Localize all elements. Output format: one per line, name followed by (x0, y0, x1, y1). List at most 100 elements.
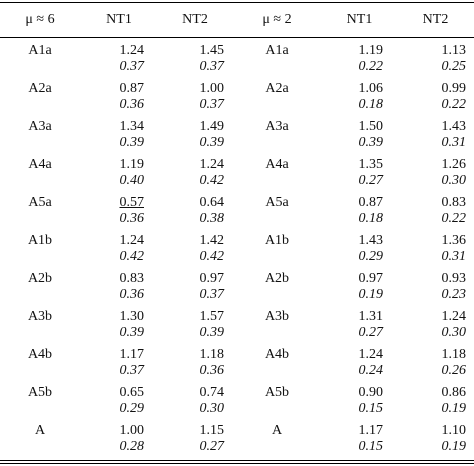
header-nt2-left: NT2 (182, 11, 208, 27)
sd-nt1-right: 0.15 (358, 439, 384, 454)
cell-text: A5a (28, 195, 52, 210)
row-label-left: A5a (0, 191, 80, 211)
cell-text: 1.24 (119, 43, 145, 58)
sd-nt1-right: 0.24 (358, 363, 384, 378)
value-nt1-left: 0.65 (80, 381, 158, 401)
cell-text: 1.45 (199, 43, 225, 58)
sd-nt2-right: 0.31 (441, 135, 467, 150)
table-subrow: 0.39 0.39 0.27 0.30 (0, 325, 474, 343)
cell-text: 1.50 (358, 119, 384, 134)
cell-text: A3b (264, 309, 290, 324)
table-row: A 1.00 1.15 A 1.17 1.10 (0, 419, 474, 439)
empty-cell (232, 249, 322, 267)
value-nt2-right: 1.36 (397, 229, 474, 249)
cell-text: 0.87 (358, 195, 384, 210)
sd-nt1-left: 0.37 (119, 59, 145, 74)
cell-text: 1.24 (119, 233, 145, 248)
value-nt1-right: 0.87 (322, 191, 397, 211)
cell-text: A (271, 423, 283, 438)
cell-text: A (34, 423, 46, 438)
value-nt1-right: 1.43 (322, 229, 397, 249)
table-subrow: 0.36 0.37 0.18 0.22 (0, 97, 474, 115)
cell-text: 0.64 (199, 195, 225, 210)
empty-cell (232, 173, 322, 191)
value-nt2-right: 0.99 (397, 77, 474, 97)
empty-cell (0, 287, 80, 305)
cell-text: 1.24 (199, 157, 225, 172)
row-label-right: A2b (232, 267, 322, 287)
value-nt1-right: 1.24 (322, 343, 397, 363)
header-rule (0, 37, 474, 38)
cell-text: 1.15 (199, 423, 225, 438)
value-nt2-left: 1.49 (158, 115, 232, 135)
sd-nt1-right: 0.19 (358, 287, 384, 302)
value-nt1-right: 1.19 (322, 39, 397, 59)
empty-cell (0, 249, 80, 267)
row-label-right: A4b (232, 343, 322, 363)
cell-text: 1.34 (119, 119, 145, 134)
sd-nt2-right: 0.23 (441, 287, 467, 302)
row-label-left: A1a (0, 39, 80, 59)
sd-nt2-left: 0.37 (199, 97, 225, 112)
value-nt2-left: 0.64 (158, 191, 232, 211)
cell-text: 1.26 (441, 157, 467, 172)
row-label-left: A5b (0, 381, 80, 401)
sd-nt2-left: 0.42 (199, 249, 225, 264)
value-nt1-right: 1.31 (322, 305, 397, 325)
value-nt1-right: 1.50 (322, 115, 397, 135)
value-nt1-left: 1.00 (80, 419, 158, 439)
sd-nt2-left: 0.36 (199, 363, 225, 378)
sd-nt2-right: 0.30 (441, 325, 467, 340)
empty-cell (232, 97, 322, 115)
value-nt1-left: 0.83 (80, 267, 158, 287)
value-nt2-left: 1.57 (158, 305, 232, 325)
cell-text: 0.65 (119, 385, 145, 400)
cell-text: 1.24 (441, 309, 467, 324)
cell-text: A1b (27, 233, 53, 248)
cell-text: A3b (27, 309, 53, 324)
sd-nt1-left: 0.36 (119, 211, 145, 226)
sd-nt1-right: 0.18 (358, 211, 384, 226)
table-subrow: 0.36 0.37 0.19 0.23 (0, 287, 474, 305)
cell-text: 1.00 (199, 81, 225, 96)
header-nt2-right: NT2 (422, 11, 449, 27)
empty-cell (232, 59, 322, 77)
cell-text: 0.97 (358, 271, 384, 286)
empty-cell (0, 59, 80, 77)
cell-text: 0.93 (441, 271, 467, 286)
table-row: A1b 1.24 1.42 A1b 1.43 1.36 (0, 229, 474, 249)
cell-text: 1.36 (441, 233, 467, 248)
value-nt1-left: 1.30 (80, 305, 158, 325)
value-nt1-left: 0.87 (80, 77, 158, 97)
sd-nt2-right: 0.25 (441, 59, 467, 74)
value-nt2-left: 1.18 (158, 343, 232, 363)
sd-nt1-left: 0.40 (119, 173, 145, 188)
cell-text: A2a (265, 81, 289, 96)
value-nt2-right: 1.18 (397, 343, 474, 363)
value-nt1-left: 1.19 (80, 153, 158, 173)
cell-text: 1.42 (199, 233, 225, 248)
value-nt2-left: 1.24 (158, 153, 232, 173)
row-label-right: A2a (232, 77, 322, 97)
cell-text: 0.97 (199, 271, 225, 286)
header-mu6: μ ≈ 6 (25, 11, 55, 27)
value-nt2-left: 1.15 (158, 419, 232, 439)
value-nt2-right: 1.26 (397, 153, 474, 173)
table-subrow: 0.29 0.30 0.15 0.19 (0, 401, 474, 419)
sd-nt1-right: 0.22 (358, 59, 384, 74)
empty-cell (0, 135, 80, 153)
sd-nt1-right: 0.29 (358, 249, 384, 264)
cell-text: 1.18 (199, 347, 225, 362)
empty-cell (232, 325, 322, 343)
sd-nt2-left: 0.30 (199, 401, 225, 416)
sd-nt1-left: 0.39 (119, 135, 145, 150)
row-label-left: A2a (0, 77, 80, 97)
value-nt2-right: 0.83 (397, 191, 474, 211)
cell-text: 1.18 (441, 347, 467, 362)
header-nt1-left: NT1 (106, 11, 132, 27)
row-label-left: A3b (0, 305, 80, 325)
cell-text: A4a (265, 157, 289, 172)
row-label-left: A (0, 419, 80, 439)
top-rule (0, 2, 474, 3)
value-nt1-left: 0.57 (80, 191, 158, 211)
